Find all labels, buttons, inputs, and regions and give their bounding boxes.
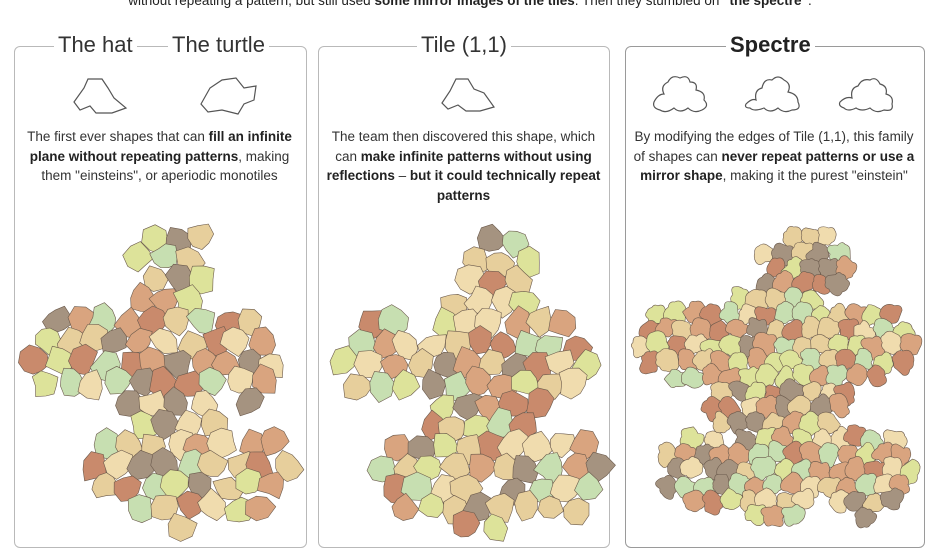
tile (750, 456, 777, 481)
tile (891, 349, 915, 376)
tile (477, 223, 508, 252)
tile (879, 303, 903, 324)
tile (516, 245, 540, 279)
tile (548, 309, 577, 338)
tile (219, 326, 250, 357)
title-tile-1-1: Tile (1,1) (417, 31, 511, 59)
title-the-turtle: The turtle (168, 31, 269, 59)
tile (563, 497, 590, 526)
tile (248, 326, 276, 356)
tile (42, 305, 72, 333)
spectre-tiling-illustration (631, 226, 923, 529)
tile (257, 471, 284, 500)
tile (77, 369, 103, 401)
desc-tile-1-1: The team then discovered this shape, whi… (326, 129, 601, 203)
tile (162, 306, 189, 337)
tile (879, 487, 905, 511)
tile (18, 344, 50, 375)
tile (558, 367, 588, 400)
turtle-shape-icon (200, 77, 257, 115)
tile (235, 387, 265, 417)
desc-spectre: By modifying the edges of Tile (1,1), th… (633, 129, 915, 183)
tile (745, 411, 766, 433)
tile (252, 363, 277, 394)
tile (125, 327, 153, 354)
tile (585, 451, 616, 483)
tile (407, 435, 438, 460)
tile (491, 286, 518, 319)
tile-1-1-shape-icon (441, 78, 495, 112)
tile (701, 489, 726, 516)
tile (468, 325, 492, 355)
tile (329, 345, 358, 376)
tile (828, 392, 850, 419)
tile (760, 504, 785, 527)
spectre-shape-icon (744, 76, 800, 113)
tile (655, 348, 680, 373)
tile (186, 308, 216, 335)
tile (866, 364, 887, 388)
tile (417, 492, 446, 518)
tile (148, 328, 178, 354)
tile (343, 373, 374, 401)
desc-hat-turtle: The first ever shapes that can fill an i… (27, 129, 292, 183)
tile (781, 504, 806, 527)
tile (100, 327, 128, 353)
tile (719, 487, 744, 510)
tile (679, 456, 704, 479)
tile (150, 409, 179, 441)
spectre-shape-icon (838, 78, 893, 113)
tile (755, 363, 779, 387)
tile (854, 506, 878, 529)
tile (512, 455, 539, 484)
tile (681, 366, 706, 389)
tile (846, 363, 868, 386)
tile (127, 494, 152, 523)
hat-tiling-illustration (18, 223, 305, 542)
tile (817, 226, 837, 246)
tile (198, 366, 227, 396)
tile (514, 490, 538, 522)
tile (245, 495, 277, 522)
tile (843, 491, 867, 512)
title-spectre: Spectre (726, 31, 815, 59)
intro-text: without repeating a pattern, but still u… (128, 0, 812, 8)
tile (825, 364, 849, 388)
tile (574, 471, 604, 501)
tile (645, 330, 670, 355)
tile (682, 489, 707, 513)
tile (712, 410, 732, 434)
tile (187, 223, 214, 250)
tile (159, 469, 189, 501)
tile (537, 495, 564, 519)
tile (391, 492, 420, 521)
tile (60, 367, 84, 397)
spectre-shape-icon (653, 76, 708, 113)
tile (544, 349, 575, 375)
hat-shape-icon (73, 78, 128, 114)
tile (31, 370, 59, 397)
tile (260, 426, 290, 457)
tile (206, 427, 237, 459)
tile (391, 369, 421, 401)
tile (369, 371, 396, 403)
tile (444, 371, 474, 402)
tile (824, 272, 850, 297)
tile (122, 241, 155, 273)
tile (113, 475, 142, 502)
tile (189, 265, 215, 295)
tile (801, 315, 823, 341)
title-the-hat: The hat (54, 31, 137, 59)
tile (504, 305, 531, 339)
tile (504, 264, 533, 294)
tile (525, 306, 553, 338)
tile (655, 475, 680, 500)
tile (469, 453, 498, 483)
tile (163, 350, 192, 382)
tile-1-1-tiling-illustration (329, 223, 616, 542)
